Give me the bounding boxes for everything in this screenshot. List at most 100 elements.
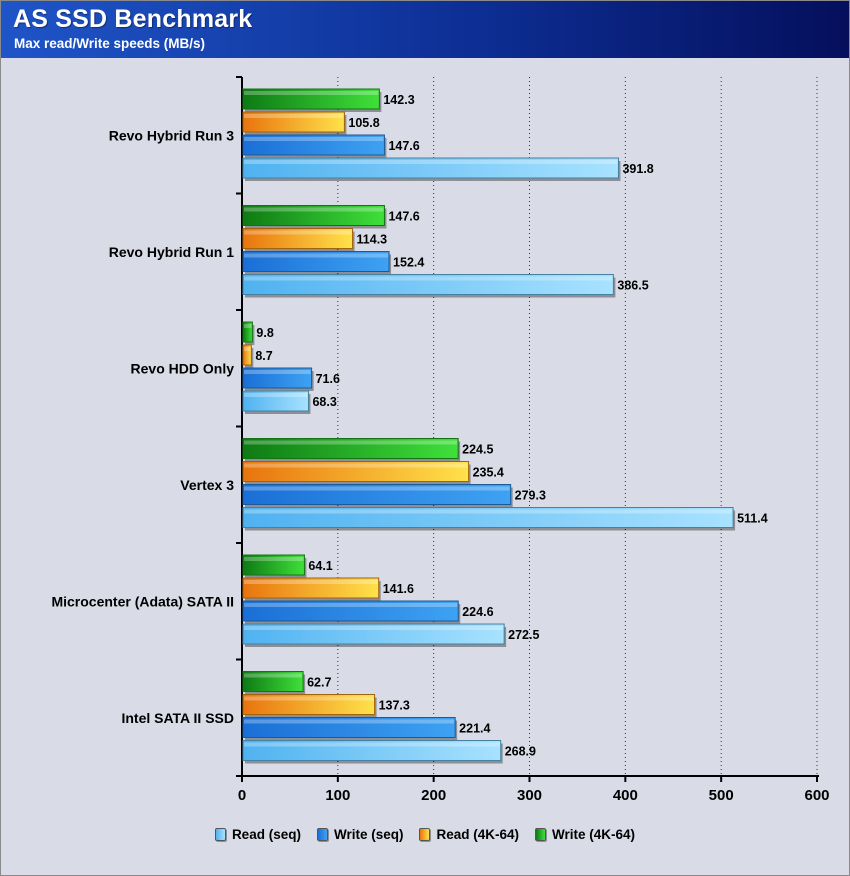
- category-label: Revo Hybrid Run 1: [109, 244, 234, 260]
- bar-highlight: [244, 160, 618, 164]
- bar: [242, 623, 505, 645]
- data-label: 8.7: [255, 349, 272, 363]
- data-label: 141.6: [383, 582, 414, 596]
- bar: [242, 321, 253, 343]
- bar-highlight: [244, 114, 344, 118]
- chart-subtitle: Max read/Write speeds (MB/s): [14, 36, 206, 51]
- data-label: 268.9: [505, 745, 536, 759]
- category-label: Intel SATA II SSD: [121, 710, 234, 726]
- bar: [242, 438, 459, 459]
- x-tick-label: 400: [613, 787, 638, 804]
- data-label: 142.3: [383, 93, 414, 107]
- bar-highlight: [244, 742, 500, 747]
- bar: [242, 228, 354, 249]
- legend-swatch: [535, 828, 547, 841]
- data-label: 221.4: [459, 722, 490, 736]
- bar: [242, 461, 470, 482]
- legend-label: Write (4K-64): [552, 827, 636, 842]
- chart-title: AS SSD Benchmark: [13, 5, 253, 33]
- data-label: 62.7: [307, 676, 331, 690]
- bar-highlight: [244, 230, 352, 235]
- bar-highlight: [244, 696, 374, 701]
- data-label: 279.3: [515, 489, 546, 503]
- bar: [242, 157, 619, 179]
- legend-item: Read (4K-64): [419, 827, 519, 842]
- data-label: 224.6: [462, 605, 493, 619]
- data-label: 137.3: [379, 699, 410, 713]
- category-label: Microcenter (Adata) SATA II: [51, 593, 234, 609]
- bar: [242, 344, 252, 366]
- bar-highlight: [244, 207, 384, 212]
- data-label: 9.8: [256, 326, 273, 340]
- data-label: 511.4: [737, 512, 768, 526]
- data-label: 105.8: [348, 116, 379, 130]
- grid-lines: [337, 77, 818, 776]
- bar: [242, 251, 390, 272]
- bar: [242, 205, 385, 226]
- bar: [242, 554, 305, 576]
- data-label: 147.6: [388, 210, 419, 224]
- legend-swatch: [316, 828, 328, 841]
- x-tick-label: 300: [517, 787, 542, 804]
- legend-item: Read (seq): [214, 827, 301, 842]
- x-tick-label: 0: [238, 787, 246, 804]
- bars: [242, 88, 736, 764]
- bar: [242, 600, 459, 622]
- bar: [242, 507, 734, 528]
- bar-highlight: [244, 626, 504, 630]
- bar: [242, 88, 380, 110]
- category-label: Revo Hybrid Run 3: [109, 127, 234, 143]
- legend: Read (seq) Write (seq) Read (4K-64) Write (…: [1, 827, 849, 842]
- data-label: 147.6: [388, 139, 419, 153]
- bar-highlight: [244, 370, 311, 374]
- bar-highlight: [244, 137, 384, 141]
- chart-header: AS SSD Benchmark Max read/Write speeds (…: [1, 1, 849, 58]
- legend-item: Write (4K-64): [535, 827, 635, 842]
- bar: [242, 390, 309, 412]
- x-tick-label: 100: [325, 787, 350, 804]
- bar: [242, 484, 512, 505]
- category-label: Revo HDD Only: [131, 360, 235, 376]
- axes: [236, 76, 819, 782]
- bar-highlight: [244, 440, 458, 445]
- bar-highlight: [244, 486, 510, 491]
- x-tick-label: 500: [709, 787, 734, 804]
- legend-label: Read (4K-64): [436, 827, 520, 842]
- legend-label: Read (seq): [231, 827, 301, 842]
- bar-highlight: [244, 719, 455, 724]
- bar-highlight: [244, 463, 468, 468]
- bar: [242, 134, 385, 156]
- legend-swatch: [214, 828, 226, 841]
- bar-highlight: [244, 324, 252, 328]
- bar: [242, 717, 456, 738]
- bar-highlight: [244, 603, 458, 607]
- data-label: 386.5: [617, 279, 648, 293]
- data-label: 224.5: [462, 443, 493, 457]
- x-tick-label: 200: [421, 787, 446, 804]
- bar-highlight: [244, 347, 251, 351]
- legend-swatch: [419, 828, 431, 841]
- data-label: 272.5: [508, 628, 539, 642]
- bar: [242, 274, 614, 295]
- bar: [242, 694, 376, 715]
- bar-highlight: [244, 276, 613, 281]
- legend-item: Write (seq): [316, 827, 404, 842]
- data-label: 391.8: [622, 162, 653, 176]
- x-tick-label: 600: [804, 787, 829, 804]
- bar: [242, 740, 502, 761]
- category-label: Vertex 3: [180, 477, 234, 493]
- bar-highlight: [244, 253, 389, 258]
- bar-highlight: [244, 509, 733, 514]
- legend-label: Write (seq): [333, 827, 404, 842]
- data-label: 114.3: [357, 233, 388, 247]
- bar-highlight: [244, 557, 304, 561]
- data-label: 152.4: [393, 256, 424, 270]
- bar-highlight: [244, 91, 379, 95]
- bar-highlight: [244, 673, 303, 678]
- data-label: 71.6: [316, 372, 340, 386]
- data-label: 68.3: [312, 395, 336, 409]
- bar: [242, 367, 313, 389]
- data-label: 235.4: [473, 466, 504, 480]
